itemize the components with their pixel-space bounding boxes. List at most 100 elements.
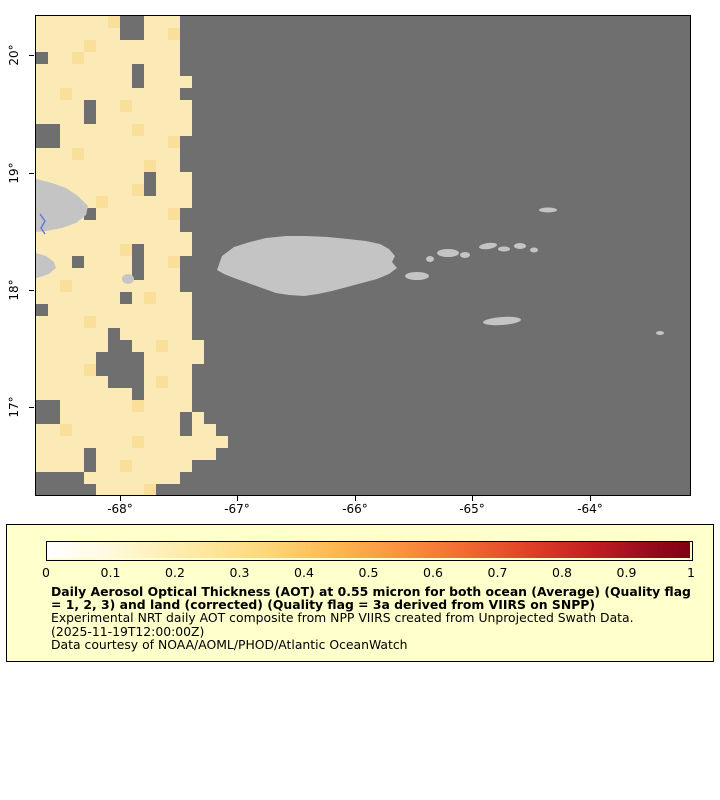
aot-cell bbox=[132, 124, 144, 136]
aot-cell bbox=[180, 448, 192, 460]
aot-cell bbox=[144, 232, 156, 244]
aot-cell bbox=[180, 124, 192, 136]
landmass-layer bbox=[36, 179, 664, 335]
aot-cell bbox=[72, 400, 84, 412]
colorbar-tick-label: 0.3 bbox=[229, 565, 250, 580]
aot-cell bbox=[156, 208, 168, 220]
aot-cell bbox=[144, 280, 156, 292]
aot-cell bbox=[120, 412, 132, 424]
aot-cell bbox=[156, 124, 168, 136]
aot-cell bbox=[36, 460, 48, 472]
aot-cell bbox=[156, 340, 168, 352]
aot-cell bbox=[48, 148, 60, 160]
aot-cell bbox=[48, 160, 60, 172]
aot-cell bbox=[132, 232, 144, 244]
aot-cell bbox=[36, 436, 48, 448]
aot-cell bbox=[108, 220, 120, 232]
aot-cell bbox=[84, 316, 96, 328]
aot-cell bbox=[156, 112, 168, 124]
aot-cell bbox=[60, 112, 72, 124]
aot-cell bbox=[132, 304, 144, 316]
aot-cell bbox=[120, 436, 132, 448]
aot-cell bbox=[60, 436, 72, 448]
aot-cell bbox=[132, 484, 144, 495]
aot-cell bbox=[84, 88, 96, 100]
x-axis-tick-mark bbox=[472, 496, 473, 501]
aot-cell bbox=[192, 436, 204, 448]
aot-cell bbox=[48, 292, 60, 304]
aot-cell bbox=[156, 400, 168, 412]
aot-cell bbox=[168, 88, 180, 100]
aot-cell bbox=[168, 112, 180, 124]
aot-cell bbox=[60, 40, 72, 52]
colorbar-tick-label: 0.7 bbox=[487, 565, 508, 580]
aot-cell bbox=[108, 148, 120, 160]
aot-cell bbox=[144, 88, 156, 100]
aot-cell bbox=[36, 88, 48, 100]
aot-cell bbox=[144, 412, 156, 424]
aot-cell bbox=[108, 172, 120, 184]
aot-cell bbox=[168, 412, 180, 424]
legend-text-block: Daily Aerosol Optical Thickness (AOT) at… bbox=[51, 585, 699, 651]
aot-cell bbox=[180, 100, 192, 112]
aot-cell bbox=[84, 364, 96, 376]
aot-cell bbox=[60, 256, 72, 268]
aot-cell bbox=[108, 388, 120, 400]
aot-cell bbox=[60, 412, 72, 424]
y-axis-tick-label: 19° bbox=[7, 162, 21, 184]
aot-cell bbox=[168, 148, 180, 160]
aot-cell bbox=[168, 16, 180, 28]
aot-cell bbox=[60, 328, 72, 340]
aot-cell bbox=[72, 340, 84, 352]
aot-cell bbox=[72, 268, 84, 280]
aot-cell bbox=[144, 100, 156, 112]
aot-cell bbox=[108, 292, 120, 304]
y-axis-tick-label: 20° bbox=[7, 44, 21, 66]
aot-cell bbox=[144, 460, 156, 472]
x-axis-tick-label: -66° bbox=[342, 502, 368, 516]
aot-cell bbox=[48, 448, 60, 460]
aot-cell bbox=[168, 304, 180, 316]
aot-cell bbox=[144, 244, 156, 256]
aot-cell bbox=[156, 256, 168, 268]
aot-cell bbox=[120, 40, 132, 52]
aot-cell bbox=[96, 268, 108, 280]
aot-cell bbox=[108, 232, 120, 244]
aot-cell bbox=[120, 460, 132, 472]
aot-cell bbox=[84, 244, 96, 256]
aot-cell bbox=[48, 316, 60, 328]
aot-cell bbox=[156, 424, 168, 436]
culebra-island bbox=[426, 256, 434, 262]
aot-cell bbox=[144, 256, 156, 268]
aot-cell bbox=[144, 124, 156, 136]
aot-cell bbox=[144, 64, 156, 76]
aot-data-layer bbox=[36, 16, 228, 495]
y-axis-tick-label: 18° bbox=[7, 279, 21, 301]
aot-cell bbox=[60, 268, 72, 280]
aot-cell bbox=[108, 424, 120, 436]
x-axis-tick-mark bbox=[120, 496, 121, 501]
aot-cell bbox=[96, 316, 108, 328]
aot-cell bbox=[132, 448, 144, 460]
aot-cell bbox=[108, 244, 120, 256]
aot-cell bbox=[96, 28, 108, 40]
aot-cell bbox=[60, 400, 72, 412]
aot-cell bbox=[108, 268, 120, 280]
aot-cell bbox=[48, 28, 60, 40]
aot-cell bbox=[84, 40, 96, 52]
aot-cell bbox=[144, 40, 156, 52]
aot-cell bbox=[96, 292, 108, 304]
aot-cell bbox=[120, 220, 132, 232]
map-canvas bbox=[35, 15, 691, 496]
aot-cell bbox=[60, 172, 72, 184]
aot-cell bbox=[132, 220, 144, 232]
aot-cell bbox=[96, 208, 108, 220]
aot-cell bbox=[60, 232, 72, 244]
aot-cell bbox=[108, 196, 120, 208]
aot-cell bbox=[48, 232, 60, 244]
aot-cell bbox=[108, 304, 120, 316]
aot-cell bbox=[48, 64, 60, 76]
aot-cell bbox=[48, 52, 60, 64]
legend-panel: 0 0.1 0.2 0.3 0.4 0.5 0.6 0.7 0.8 0.9 1 Daily Aero… bbox=[6, 524, 714, 662]
aot-cell bbox=[180, 436, 192, 448]
